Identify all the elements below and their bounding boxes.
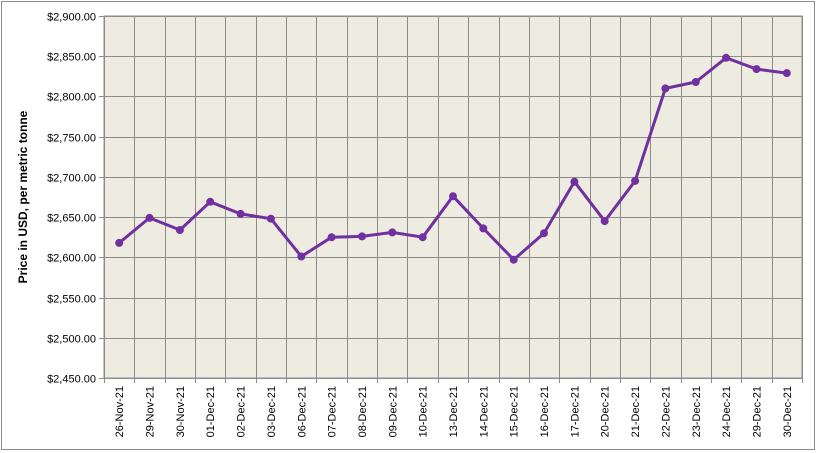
x-tick-label: 01-Dec-21 [205, 386, 217, 437]
data-point [266, 214, 275, 223]
x-axis-ticks: 26-Nov-21 29-Nov-21 30-Nov-21 01-Dec-21 02-D… [114, 386, 794, 437]
x-tick-label: 23-Dec-21 [691, 386, 703, 437]
data-point [752, 65, 761, 74]
data-point [631, 176, 640, 185]
data-point [175, 226, 184, 234]
data-point [691, 78, 700, 86]
data-point [206, 197, 215, 206]
x-tick-label: 21-Dec-21 [630, 386, 642, 437]
data-point [358, 232, 366, 241]
data-point [449, 192, 457, 201]
x-tick-label: 20-Dec-21 [600, 386, 612, 437]
y-tick-label: $2,500.00 [47, 334, 96, 346]
x-tick-label: 07-Dec-21 [327, 386, 339, 437]
y-axis-ticks: $2,450.00 $2,500.00 $2,550.00 $2,600.00 $2,6… [47, 12, 96, 386]
data-point [570, 177, 579, 186]
data-point [115, 238, 124, 247]
y-tick-label: $2,450.00 [47, 374, 96, 386]
y-tick-label: $2,700.00 [47, 173, 96, 185]
y-tick-label: $2,850.00 [47, 52, 96, 64]
data-point [479, 224, 488, 233]
x-tick-label: 16-Dec-21 [539, 386, 551, 437]
x-tick-label: 06-Dec-21 [296, 386, 308, 437]
data-point [236, 209, 245, 218]
y-axis-label: Price in USD, per metric tonne [16, 110, 30, 283]
data-point [327, 233, 336, 242]
data-point [388, 228, 397, 237]
x-tick-label: 13-Dec-21 [448, 386, 460, 437]
x-tick-label: 29-Dec-21 [751, 386, 763, 437]
data-point [600, 217, 609, 226]
data-point [418, 233, 427, 242]
data-point [782, 69, 791, 78]
x-tick-label: 15-Dec-21 [509, 386, 521, 437]
data-point [722, 53, 731, 62]
x-tick-label: 26-Nov-21 [114, 386, 126, 437]
data-point [145, 213, 154, 222]
x-tick-label: 29-Nov-21 [145, 386, 157, 437]
y-tick-label: $2,550.00 [47, 294, 96, 306]
x-tick-label: 30-Dec-21 [782, 386, 794, 437]
gridlines [99, 16, 803, 383]
x-tick-label: 17-Dec-21 [569, 386, 581, 437]
data-point [509, 255, 518, 264]
x-tick-label: 09-Dec-21 [387, 386, 399, 437]
x-tick-label: 10-Dec-21 [418, 386, 430, 437]
y-tick-label: $2,650.00 [47, 213, 96, 225]
y-tick-label: $2,750.00 [47, 133, 96, 145]
x-tick-label: 14-Dec-21 [478, 386, 490, 437]
y-tick-label: $2,800.00 [47, 92, 96, 104]
x-tick-label: 22-Dec-21 [660, 386, 672, 437]
y-tick-label: $2,600.00 [47, 253, 96, 265]
series-group [115, 53, 791, 264]
x-tick-label: 08-Dec-21 [357, 386, 369, 437]
data-point [540, 229, 548, 238]
x-tick-label: 03-Dec-21 [266, 386, 278, 437]
data-point [297, 252, 306, 261]
y-tick-label: $2,900.00 [47, 12, 96, 24]
data-point [661, 84, 670, 93]
x-tick-label: 30-Nov-21 [175, 386, 187, 437]
x-tick-label: 24-Dec-21 [721, 386, 733, 437]
x-tick-label: 02-Dec-21 [236, 386, 248, 437]
